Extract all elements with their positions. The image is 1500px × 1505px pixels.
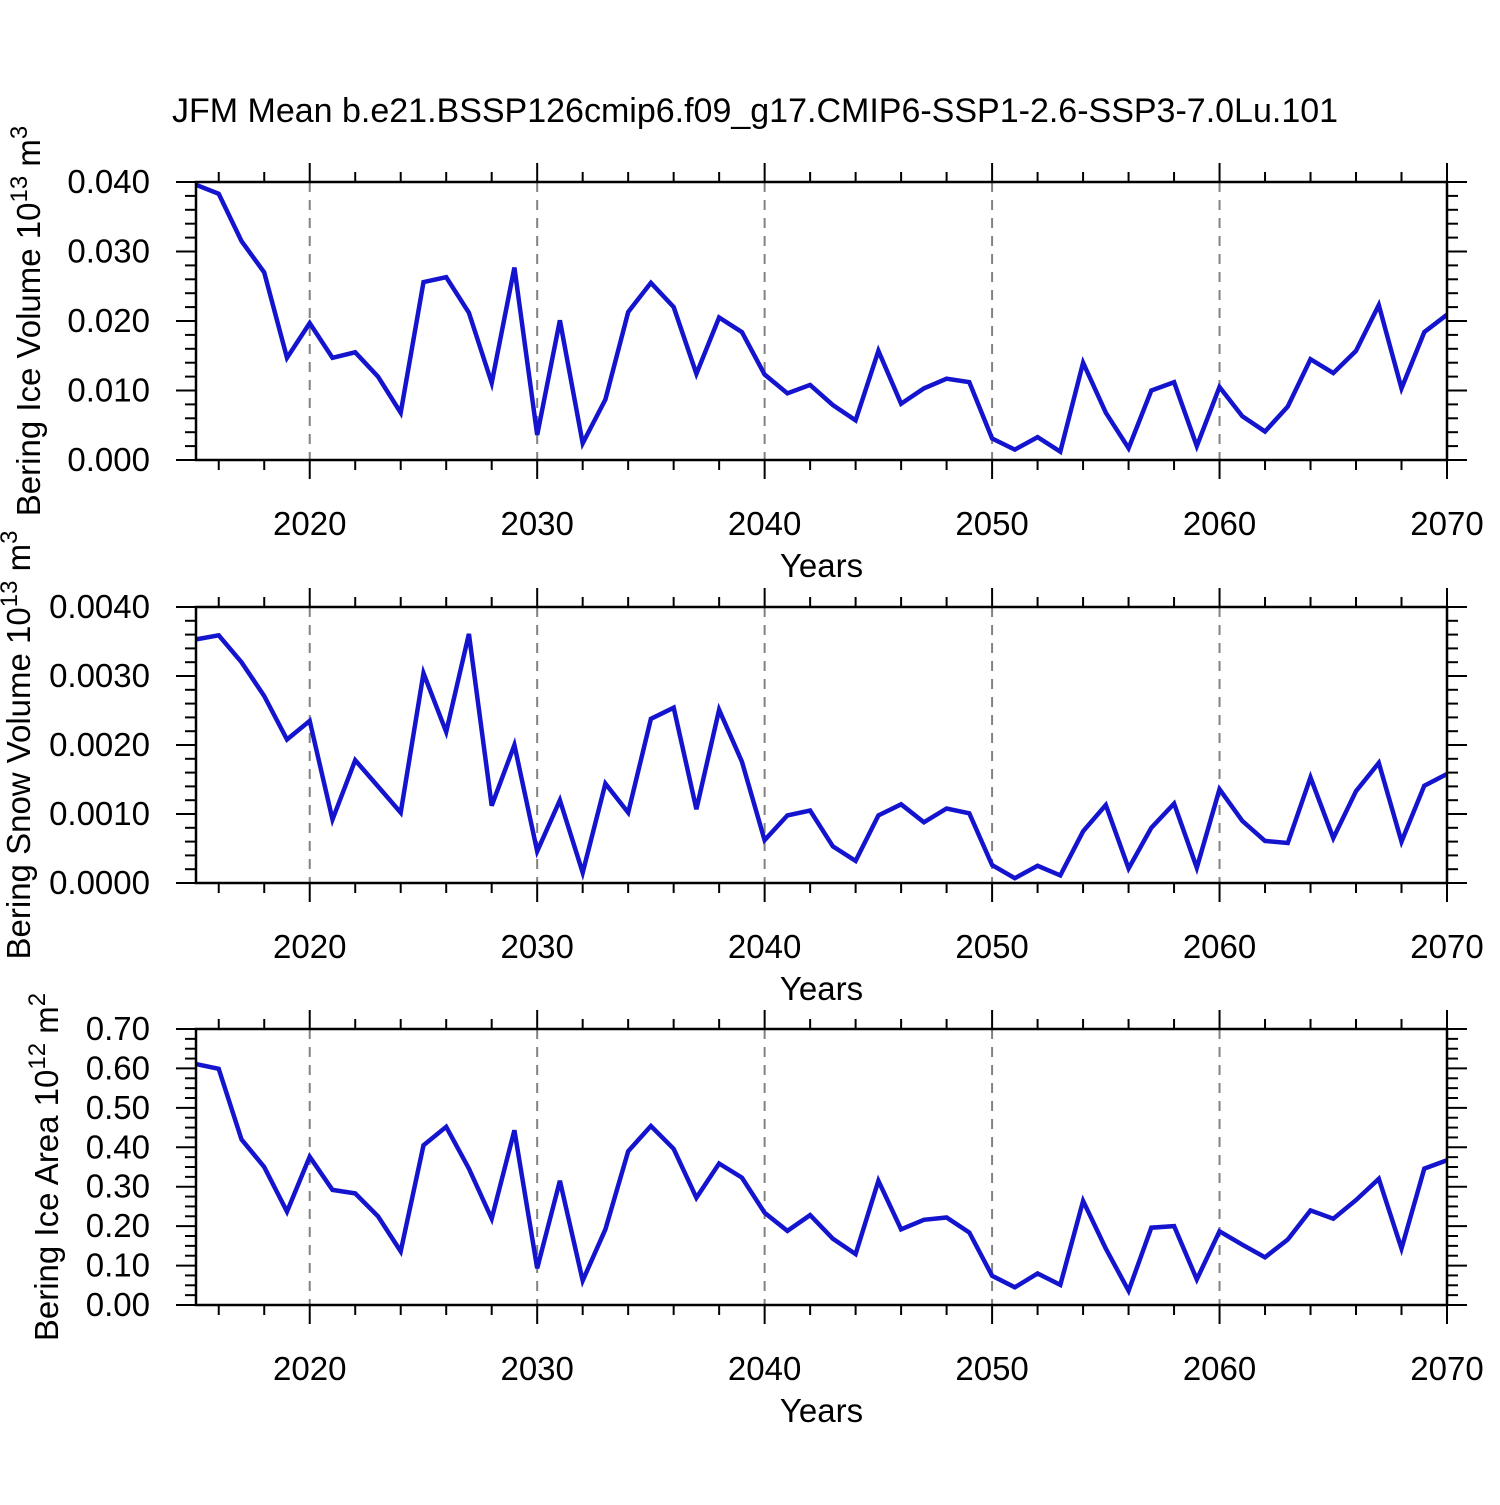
y-tick-label: 0.0040 [49,588,150,625]
x-tick-label: 2070 [1410,505,1483,542]
y-tick-label: 0.0010 [49,795,150,832]
y-tick-label: 0.0020 [49,726,150,763]
y-tick-label: 0.010 [67,372,150,409]
x-tick-label: 2060 [1183,505,1256,542]
y-tick-label: 0.60 [86,1049,150,1086]
x-tick-label: 2050 [955,505,1028,542]
y-tick-label: 0.0000 [49,864,150,901]
y-tick-label: 0.020 [67,302,150,339]
plot-frame [194,1027,1449,1307]
gridlines [308,182,1221,460]
y-tick-label: 0.030 [67,233,150,270]
axis-labels: 0.0000 0.0010 0.0020 0.0030 0.0040 2020 2030 20… [49,588,1484,965]
y-axis-title: Bering Ice Volume 1013 m3 [6,126,47,516]
figure-title: JFM Mean b.e21.BSSP126cmip6.f09_g17.CMIP… [172,92,1338,130]
x-tick-label: 2030 [500,928,573,965]
x-tick-label: 2020 [273,505,346,542]
axis-ticks [176,163,1467,479]
gridlines [308,1029,1221,1305]
y-axis-title: Bering Snow Volume 1013 m3 [0,531,37,960]
x-tick-label: 2030 [500,1350,573,1387]
x-tick-label: 2030 [500,505,573,542]
axis-ticks [176,588,1467,902]
x-tick-label: 2050 [955,928,1028,965]
y-tick-label: 0.70 [86,1010,150,1047]
panel-ice_volume: 0.000 0.010 0.020 0.030 0.040 2020 2030 2040 205… [6,126,1484,584]
x-tick-label: 2040 [728,505,801,542]
x-tick-label: 2070 [1410,1350,1483,1387]
x-axis-title: Years [780,1392,863,1429]
y-tick-label: 0.000 [67,441,150,478]
data-line-ice_area [195,1061,1448,1297]
y-tick-label: 0.10 [86,1247,150,1284]
plot-frame [194,180,1449,462]
y-tick-label: 0.040 [67,163,150,200]
y-tick-label: 0.00 [86,1286,150,1323]
y-tick-label: 0.50 [86,1089,150,1126]
x-tick-label: 2060 [1183,1350,1256,1387]
x-tick-label: 2040 [728,1350,801,1387]
x-tick-label: 2020 [273,928,346,965]
axis-labels: 0.000 0.010 0.020 0.030 0.040 2020 2030 2040 205… [67,163,1483,542]
y-tick-label: 0.40 [86,1128,150,1165]
x-tick-label: 2050 [955,1350,1028,1387]
y-tick-label: 0.0030 [49,657,150,694]
panel-snow_volume: 0.0000 0.0010 0.0020 0.0030 0.0040 2020 2030 20… [0,531,1484,1007]
y-tick-label: 0.30 [86,1168,150,1205]
y-axis-title: Bering Ice Area 1012 m2 [24,993,65,1341]
x-tick-label: 2060 [1183,928,1256,965]
data-line-ice_volume [195,182,1449,456]
plot-frame [194,605,1449,885]
gridlines [308,607,1221,883]
data-line-snow_volume [195,632,1449,881]
x-tick-label: 2020 [273,1350,346,1387]
x-tick-label: 2040 [728,928,801,965]
axis-ticks [176,1010,1467,1324]
axis-labels: 0.000.100.200.300.400.500.600.70 2020 2030… [86,1010,1484,1387]
x-tick-label: 2070 [1410,928,1483,965]
x-axis-title: Years [780,970,863,1007]
x-axis-title: Years [780,547,863,584]
y-tick-label: 0.20 [86,1207,150,1244]
panel-ice_area: 0.000.100.200.300.400.500.600.70 2020 2030… [24,993,1484,1429]
